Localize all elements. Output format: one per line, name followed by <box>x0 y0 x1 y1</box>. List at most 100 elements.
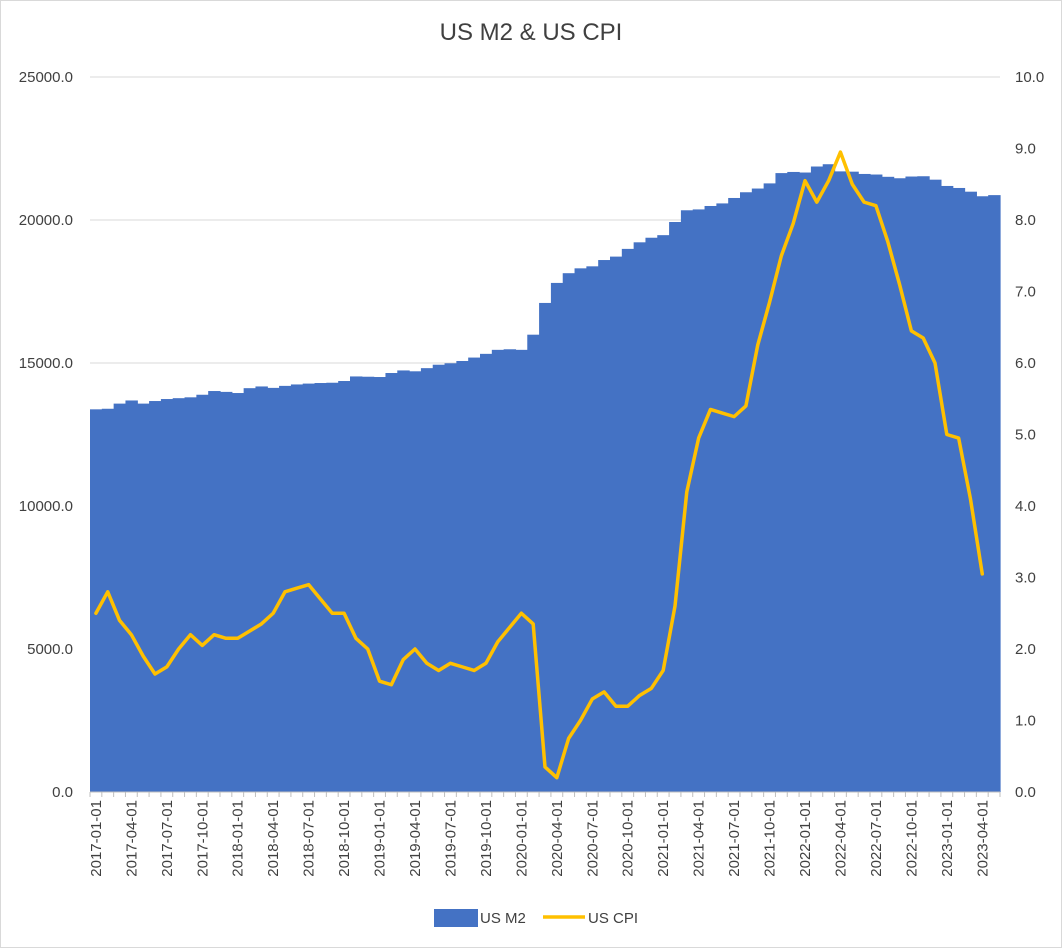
x-tick-label: 2021-07-01 <box>726 800 743 877</box>
x-tick-label: 2017-10-01 <box>194 800 211 877</box>
x-tick-label: 2019-01-01 <box>372 800 389 877</box>
m2-bar <box>326 382 339 792</box>
x-tick-label: 2020-04-01 <box>549 800 566 877</box>
x-tick-label: 2019-04-01 <box>407 800 424 877</box>
m2-bar <box>314 383 327 792</box>
m2-bar <box>196 394 209 792</box>
x-tick-label: 2022-04-01 <box>832 800 849 877</box>
m2-bar <box>302 383 316 792</box>
x-tick-label: 2023-04-01 <box>974 800 991 877</box>
axes: 0.0 5000.0 10000.0 15000.0 20000.0 25000.0 0.0… <box>19 69 1044 877</box>
m2-bar <box>468 357 481 792</box>
m2-bar <box>279 385 292 792</box>
m2-bar <box>160 399 174 792</box>
x-tick-label: 2018-10-01 <box>336 800 353 877</box>
m2-bar <box>669 222 682 792</box>
m2-bar <box>338 381 351 792</box>
m2-bar <box>480 353 493 792</box>
m2-bar <box>586 266 599 792</box>
x-tick-label: 2020-07-01 <box>584 800 601 877</box>
m2-bar <box>503 349 517 792</box>
x-tick-label: 2023-01-01 <box>939 800 956 877</box>
m2-bar <box>787 171 800 792</box>
m2-bar <box>858 173 871 793</box>
m2-bar <box>799 172 812 793</box>
m2-bar <box>137 403 150 792</box>
y-left-tick-label: 25000.0 <box>19 69 73 86</box>
m2-bar <box>633 242 647 793</box>
x-tick-label: 2022-01-01 <box>797 800 814 877</box>
x-tick-label: 2017-07-01 <box>159 800 176 877</box>
y-right-tick-label: 7.0 <box>1015 284 1036 301</box>
x-tick-label: 2021-01-01 <box>655 800 672 877</box>
m2-bar <box>184 397 197 792</box>
x-tick-label: 2019-10-01 <box>478 800 495 877</box>
m2-bar <box>550 282 564 792</box>
m2-area-series <box>90 164 1001 793</box>
x-tick-label: 2018-01-01 <box>230 800 247 877</box>
y-right-tick-label: 2.0 <box>1015 641 1036 658</box>
m2-bar <box>444 363 457 792</box>
m2-bar <box>988 195 1001 793</box>
m2-bar <box>940 185 954 792</box>
m2-bar <box>905 176 918 792</box>
m2-bar <box>870 174 883 792</box>
m2-bar <box>740 192 753 792</box>
m2-bar <box>657 235 670 792</box>
m2-bar <box>539 302 552 792</box>
legend-label-m2: US M2 <box>480 910 526 927</box>
m2-bar <box>243 388 257 792</box>
y-left-tick-label: 15000.0 <box>19 355 73 372</box>
m2-bar <box>846 171 859 792</box>
m2-bar <box>692 209 706 793</box>
chart-title: US M2 & US CPI <box>439 19 623 46</box>
m2-bar <box>231 393 245 792</box>
m2-bar <box>149 401 162 792</box>
m2-bar <box>893 178 907 792</box>
m2-bar <box>574 268 587 793</box>
m2-bar <box>491 349 505 792</box>
legend-swatch-m2 <box>434 909 478 927</box>
y-right-tick-label: 1.0 <box>1015 713 1036 730</box>
m2-bar <box>562 273 576 792</box>
x-tick-label: 2019-07-01 <box>442 800 459 877</box>
m2-bar <box>255 386 268 792</box>
m2-bar <box>220 391 233 792</box>
m2-bar <box>929 179 942 792</box>
x-tick-label: 2021-04-01 <box>691 800 708 877</box>
m2-bar <box>409 371 422 792</box>
y-left-tick-label: 20000.0 <box>19 212 73 229</box>
x-tick-label: 2017-01-01 <box>88 800 105 877</box>
y-right-tick-label: 5.0 <box>1015 427 1036 444</box>
y-right-tick-label: 0.0 <box>1015 784 1036 801</box>
m2-bar <box>598 260 611 792</box>
y-left-tick-label: 0.0 <box>52 784 73 801</box>
m2-bar <box>350 376 363 792</box>
m2-bar <box>361 376 375 792</box>
y-right-tick-label: 6.0 <box>1015 355 1036 372</box>
m2-bar <box>456 360 469 792</box>
x-tick-label: 2018-07-01 <box>301 800 318 877</box>
y-right-tick-label: 10.0 <box>1015 69 1044 86</box>
y-left-tick-label: 10000.0 <box>19 498 73 515</box>
legend-label-cpi: US CPI <box>588 910 638 927</box>
m2-bar <box>976 196 989 793</box>
m2-bar <box>432 364 446 792</box>
y-left-tick-label: 5000.0 <box>27 641 73 658</box>
x-tick-label: 2018-04-01 <box>265 800 282 877</box>
cpi-line <box>94 150 985 780</box>
m2-bar <box>704 205 717 793</box>
x-tick-label: 2020-10-01 <box>620 800 637 877</box>
m2-bar <box>373 377 387 792</box>
m2-bar <box>125 400 138 792</box>
m2-bar <box>172 398 186 792</box>
m2-bar <box>527 334 540 792</box>
m2-bar <box>763 183 777 793</box>
y-right-tick-label: 8.0 <box>1015 212 1036 229</box>
x-tick-label: 2017-04-01 <box>123 800 140 877</box>
m2-bar <box>775 173 788 792</box>
m2-bar <box>208 391 221 792</box>
y-right-tick-label: 9.0 <box>1015 141 1036 158</box>
y-right-tick-label: 4.0 <box>1015 498 1036 515</box>
